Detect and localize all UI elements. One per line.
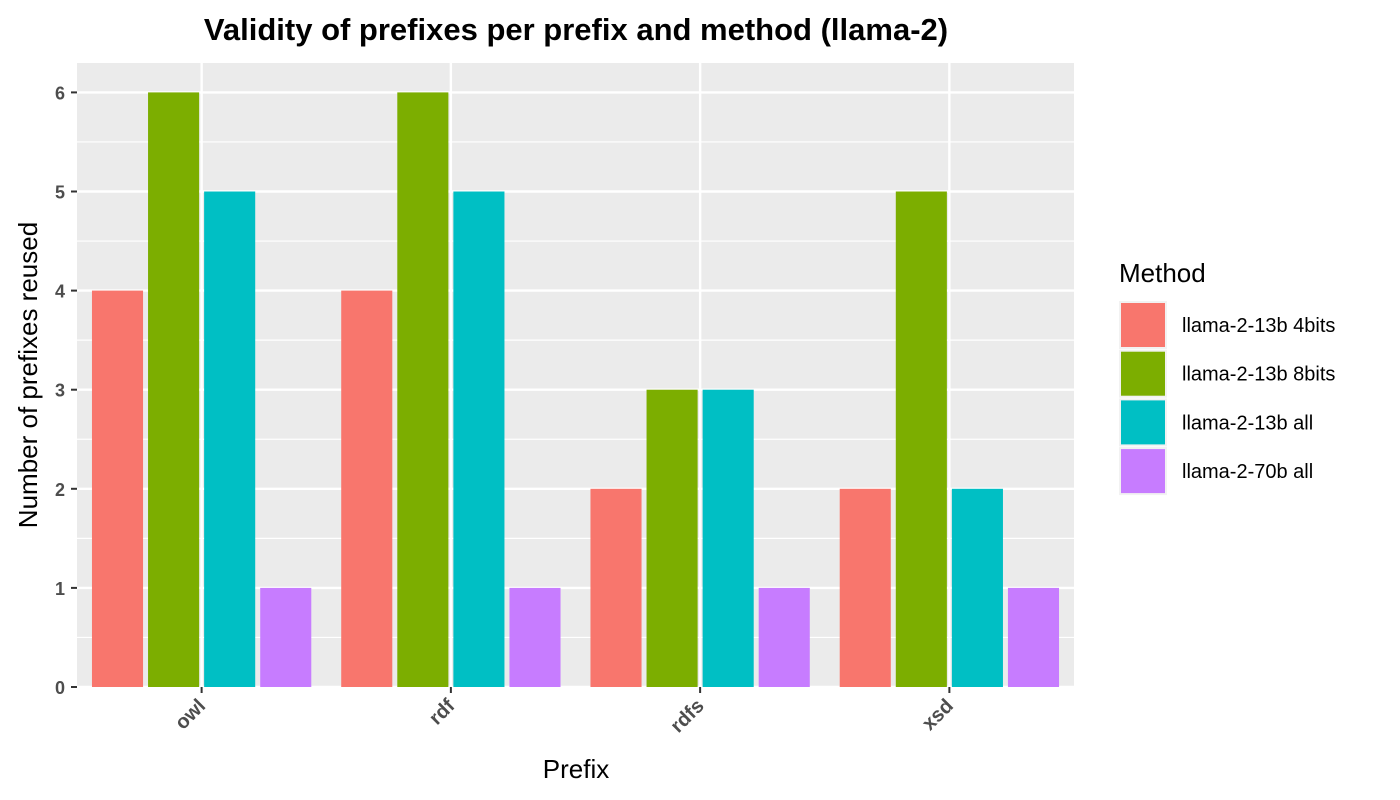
x-tick-label: rdfs	[666, 695, 708, 737]
bar	[702, 389, 754, 687]
legend-label: llama-2-13b all	[1182, 412, 1313, 434]
bar	[758, 587, 810, 687]
y-tick-label: 6	[55, 83, 65, 103]
legend-swatch	[1121, 400, 1165, 445]
bar	[260, 587, 312, 687]
bar	[646, 389, 698, 687]
bars-layer	[91, 92, 1060, 687]
bar	[951, 488, 1003, 687]
bar	[590, 488, 642, 687]
legend-label: llama-2-13b 8bits	[1182, 364, 1335, 386]
x-axis: owl rdf rdfs xsd	[171, 687, 958, 737]
bar	[1007, 587, 1060, 687]
bar	[91, 290, 144, 687]
y-tick-label: 5	[55, 183, 65, 203]
x-tick-label: owl	[171, 695, 210, 734]
bar	[204, 191, 256, 687]
legend-items: llama-2-13b 4bits llama-2-13b 8bits llama-…	[1119, 301, 1335, 496]
y-axis: 0 1 2 3 4 5 6	[55, 83, 77, 698]
x-tick-label: xsd	[918, 695, 958, 735]
bar	[341, 290, 393, 687]
legend-swatch	[1121, 303, 1165, 347]
legend-label: llama-2-13b 4bits	[1182, 315, 1335, 337]
bar	[895, 191, 947, 687]
legend-title: Method	[1119, 258, 1206, 288]
y-tick-label: 2	[55, 480, 65, 500]
bar	[453, 191, 505, 687]
x-tick-label: rdf	[425, 695, 460, 730]
bar	[397, 92, 449, 687]
bar	[839, 488, 891, 687]
bar	[509, 587, 561, 687]
y-axis-title: Number of prefixes reused	[13, 222, 43, 528]
y-tick-label: 1	[55, 579, 65, 599]
legend-swatch	[1121, 449, 1165, 494]
legend-label: llama-2-70b all	[1182, 461, 1313, 483]
legend-swatch	[1121, 351, 1165, 396]
chart-title: Validity of prefixes per prefix and meth…	[204, 12, 948, 47]
bar	[148, 92, 200, 687]
y-tick-label: 0	[55, 678, 65, 698]
y-tick-label: 4	[55, 282, 65, 302]
x-axis-title: Prefix	[543, 754, 609, 784]
y-tick-label: 3	[55, 381, 65, 401]
legend: Method llama-2-13b 4bits llama-2-13b 8bit…	[1119, 258, 1335, 496]
